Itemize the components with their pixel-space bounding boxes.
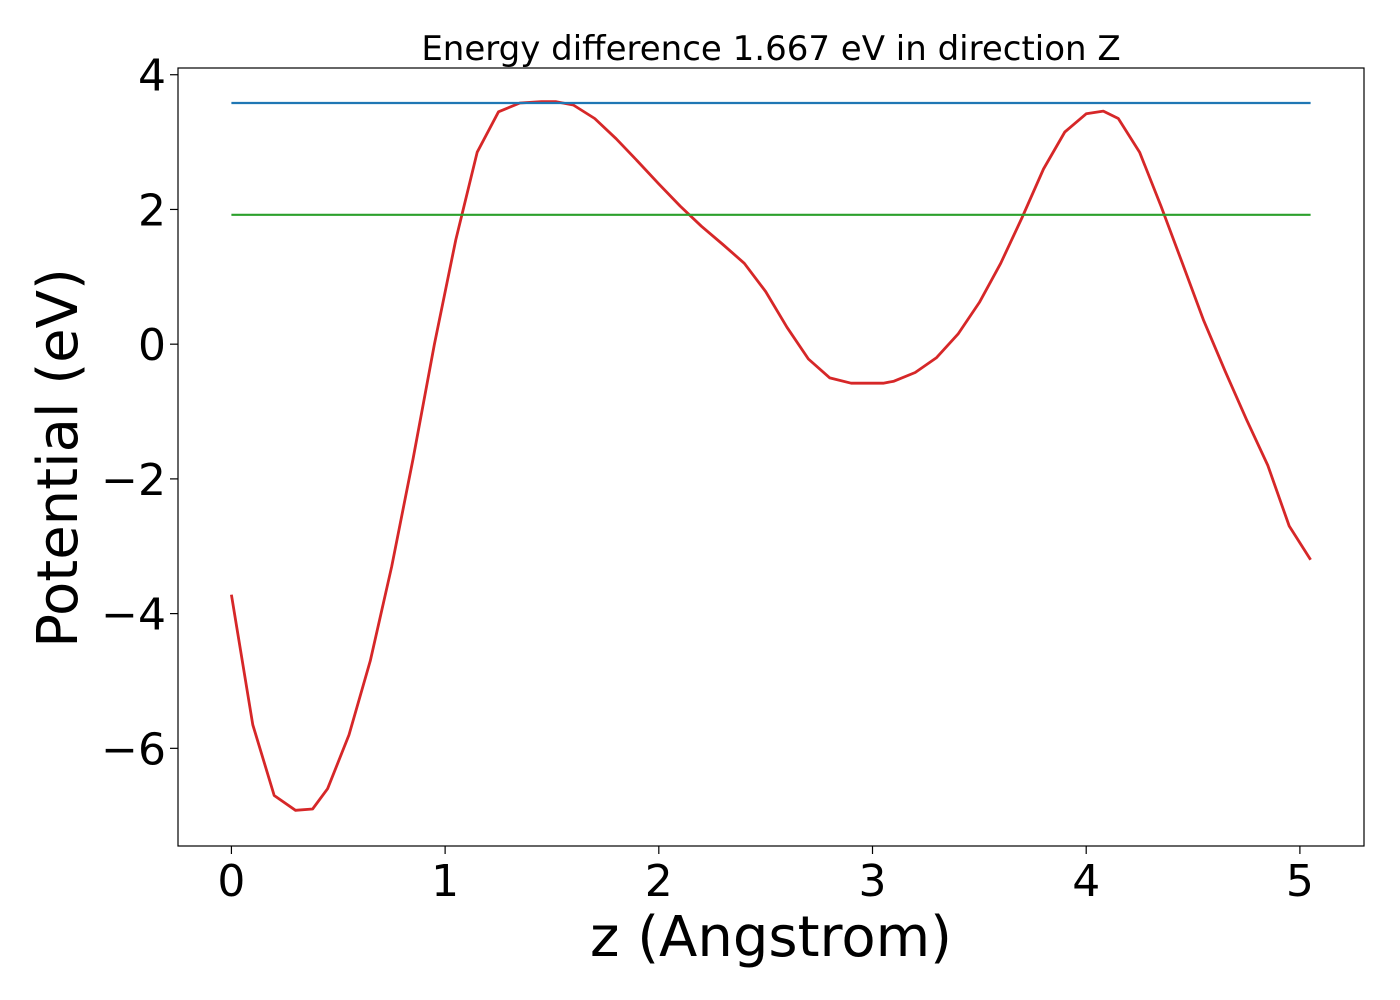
- x-tick-label: 3: [859, 856, 887, 907]
- series-line-0: [230, 100, 1312, 812]
- x-tick-label: 0: [217, 856, 245, 907]
- y-tick-label: −6: [101, 724, 166, 775]
- x-tick-label: 2: [645, 856, 673, 907]
- series-layer: [230, 100, 1312, 812]
- x-tick-label: 4: [1072, 856, 1100, 907]
- x-axis-label: z (Angstrom): [590, 905, 952, 970]
- x-axis: 0 1 2 3 4 5: [217, 846, 1314, 907]
- y-tick-label: 0: [138, 320, 166, 371]
- y-tick-label: 2: [138, 185, 166, 236]
- y-tick-label: −4: [101, 590, 166, 641]
- plot-frame: [177, 67, 1365, 847]
- x-tick-label: 1: [431, 856, 459, 907]
- y-axis: −6 −4 −2 0 2 4: [101, 51, 178, 775]
- y-axis-label: Potential (eV): [26, 268, 91, 648]
- y-tick-label: 4: [138, 51, 166, 102]
- chart-title: Energy difference 1.667 eV in direction …: [421, 29, 1120, 69]
- x-tick-label: 5: [1286, 856, 1314, 907]
- y-tick-label: −2: [101, 455, 166, 506]
